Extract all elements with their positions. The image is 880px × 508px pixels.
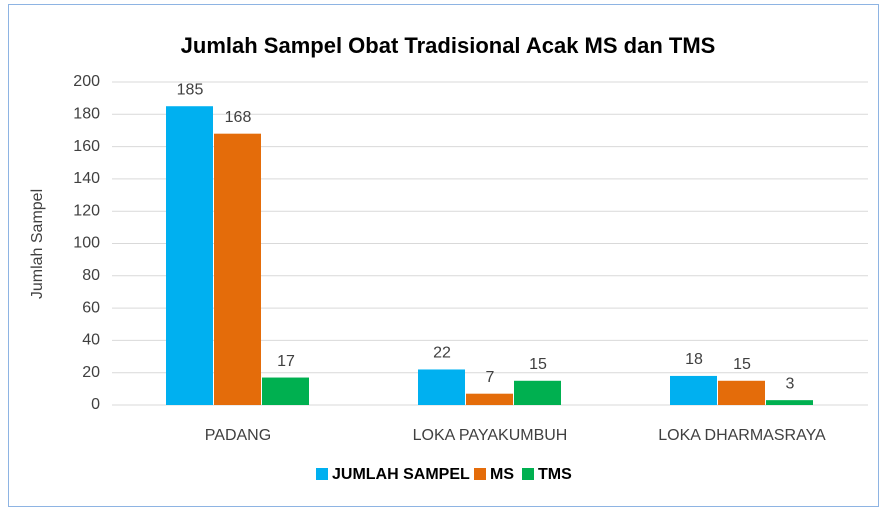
y-tick-label: 0 — [91, 396, 100, 413]
legend-label: JUMLAH SAMPEL — [332, 466, 470, 483]
data-label: 185 — [177, 81, 204, 98]
data-label: 17 — [277, 353, 295, 370]
data-label: 15 — [733, 356, 751, 373]
chart-title: Jumlah Sampel Obat Tradisional Acak MS d… — [181, 33, 716, 58]
legend-label: MS — [490, 466, 514, 483]
y-tick-label: 40 — [82, 332, 100, 349]
bar — [718, 380, 765, 405]
y-tick-label: 120 — [73, 202, 100, 219]
legend-swatch — [316, 468, 328, 480]
y-tick-label: 60 — [82, 299, 100, 316]
bar — [214, 133, 261, 405]
bar — [418, 369, 465, 405]
legend-label: TMS — [538, 466, 572, 483]
data-label: 168 — [225, 109, 252, 126]
y-tick-label: 80 — [82, 267, 100, 284]
bar — [262, 377, 309, 405]
bar — [766, 400, 813, 405]
data-label: 22 — [433, 345, 451, 362]
data-label: 3 — [786, 375, 795, 392]
data-label: 15 — [529, 356, 547, 373]
x-tick-label: LOKA DHARMASRAYA — [658, 427, 826, 444]
y-tick-label: 100 — [73, 235, 100, 252]
y-axis-label: Jumlah Sampel — [29, 189, 46, 299]
y-tick-label: 20 — [82, 364, 100, 381]
bar — [466, 393, 513, 405]
x-tick-label: PADANG — [205, 427, 271, 444]
legend-swatch — [474, 468, 486, 480]
y-tick-label: 180 — [73, 106, 100, 123]
data-label: 7 — [486, 369, 495, 386]
legend-swatch — [522, 468, 534, 480]
bar — [514, 380, 561, 405]
bar — [670, 375, 717, 405]
y-tick-label: 160 — [73, 138, 100, 155]
y-tick-label: 140 — [73, 170, 100, 187]
bar — [166, 106, 213, 405]
data-label: 18 — [685, 351, 703, 368]
x-tick-label: LOKA PAYAKUMBUH — [413, 427, 568, 444]
y-tick-label: 200 — [73, 73, 100, 90]
chart-border — [8, 4, 879, 507]
